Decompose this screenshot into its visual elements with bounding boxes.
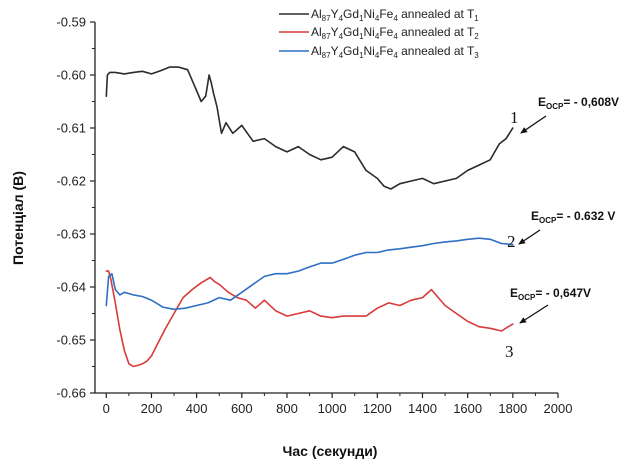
y-tick-label: -0.66 [56, 386, 86, 401]
y-tick-label: -0.63 [56, 227, 86, 242]
x-tick-label: 1000 [318, 401, 347, 416]
legend-item-t1: Al87Y4Gd1Ni4Fe4 annealed at T1 [279, 7, 479, 23]
legend-item-t2: Al87Y4Gd1Ni4Fe4 annealed at T2 [279, 25, 479, 41]
legend-label-t3: Al87Y4Gd1Ni4Fe4 annealed at T3 [311, 44, 479, 60]
x-tick-label: 1800 [498, 401, 527, 416]
y-tick-label: -0.62 [56, 174, 86, 189]
annotation-curve-3: 3 EOCP= - 0,647V [505, 286, 591, 361]
legend-label-t2: Al87Y4Gd1Ni4Fe4 annealed at T2 [311, 25, 479, 41]
axes-layer: 0 200 400 600 800 1000 1200 1400 1600 1800 2000 -0.… [56, 15, 572, 417]
x-tick-label: 0 [103, 401, 110, 416]
x-tick-label: 1400 [408, 401, 437, 416]
curve-number-2: 2 [507, 232, 516, 251]
x-tick-label: 1200 [363, 401, 392, 416]
annotation-arrow-3 [519, 304, 549, 324]
x-tick-label: 2000 [544, 401, 573, 416]
legend-label-t1: Al87Y4Gd1Ni4Fe4 annealed at T1 [311, 7, 479, 23]
y-tick-label: -0.59 [56, 15, 86, 30]
y-tick-label: -0.61 [56, 121, 86, 136]
y-tick-label: -0.64 [56, 280, 86, 295]
legend-item-t3: Al87Y4Gd1Ni4Fe4 annealed at T3 [279, 44, 479, 60]
curve-number-1: 1 [510, 108, 519, 127]
y-tick-label: -0.60 [56, 68, 86, 83]
legend: Al87Y4Gd1Ni4Fe4 annealed at T1 Al87Y4Gd1… [279, 7, 479, 60]
ocp-label-3: EOCP= - 0,647V [510, 286, 591, 302]
ocp-label-1: EOCP= - 0,608V [538, 95, 619, 111]
x-tick-label: 1600 [453, 401, 482, 416]
x-tick-label: 400 [186, 401, 208, 416]
series-line-1 [105, 66, 514, 190]
annotation-arrow-1 [520, 115, 547, 134]
annotation-curve-1: 1 EOCP= - 0,608V [510, 95, 619, 134]
ocp-label-2: EOCP= - 0.632 V [531, 209, 615, 225]
annotations: 1 EOCP= - 0,608V 2 EOCP= - 0.632 V 3 EOC… [505, 95, 619, 361]
series-layer [105, 66, 514, 368]
annotation-curve-2: 2 EOCP= - 0.632 V [507, 209, 615, 251]
curve-number-3: 3 [505, 342, 514, 361]
x-tick-label: 800 [276, 401, 298, 416]
x-axis-title: Час (секунди) [283, 443, 378, 459]
series-line-2 [105, 270, 514, 368]
y-axis-title: Потенціал (В) [10, 171, 26, 265]
annotation-arrow-2 [518, 229, 541, 245]
y-tick-label: -0.65 [56, 333, 86, 348]
x-tick-label: 200 [141, 401, 163, 416]
series-line-3 [105, 237, 514, 311]
x-tick-label: 600 [231, 401, 253, 416]
